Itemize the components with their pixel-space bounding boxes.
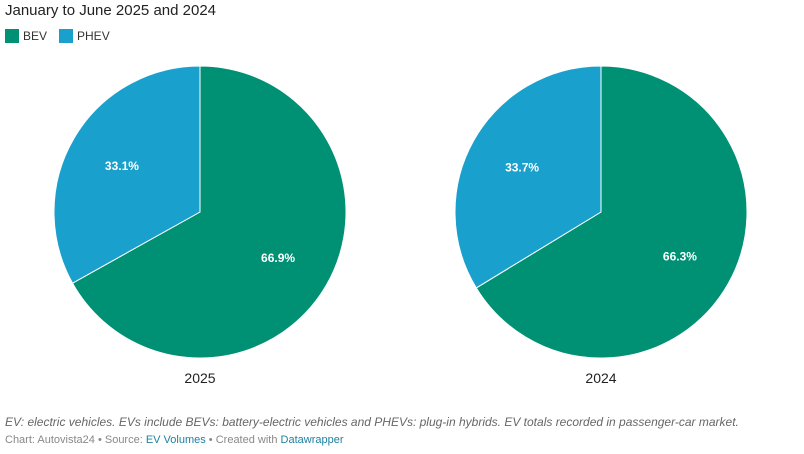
pie-label-2025: 2025 [184,370,215,386]
legend-label-phev: PHEV [77,29,110,43]
byline-chart: Chart: Autovista24 [5,434,95,446]
chart-title: January to June 2025 and 2024 [5,2,217,19]
data-label-2025-phev: 33.1% [105,159,139,173]
created-with: Created with [215,434,281,446]
separator: • [94,434,105,446]
legend-swatch-bev [5,29,19,43]
datawrapper-link[interactable]: Datawrapper [280,434,344,446]
slice-2025-bev [71,65,347,359]
data-label-2024-bev: 66.3% [663,249,697,263]
data-label-2025-bev: 66.9% [261,251,295,265]
legend-swatch-phev [59,29,74,43]
separator: • [205,434,216,446]
slice-2024-phev [454,65,602,289]
slice-2025-phev [53,65,201,284]
source-prefix: Source: [104,434,146,446]
legend: BEV PHEV [5,29,110,43]
legend-item-phev: PHEV [59,29,110,43]
slice-2024-bev [475,65,748,359]
legend-label-bev: BEV [23,29,48,43]
data-label-2024-phev: 33.7% [505,161,539,175]
byline: Chart: Autovista24 • Source: EV Volumes … [5,434,344,446]
chart-notes: EV: electric vehicles. EVs include BEVs:… [5,415,739,429]
legend-item-bev: BEV [5,29,47,43]
pie-label-2024: 2024 [585,370,616,386]
source-link[interactable]: EV Volumes [145,434,206,446]
